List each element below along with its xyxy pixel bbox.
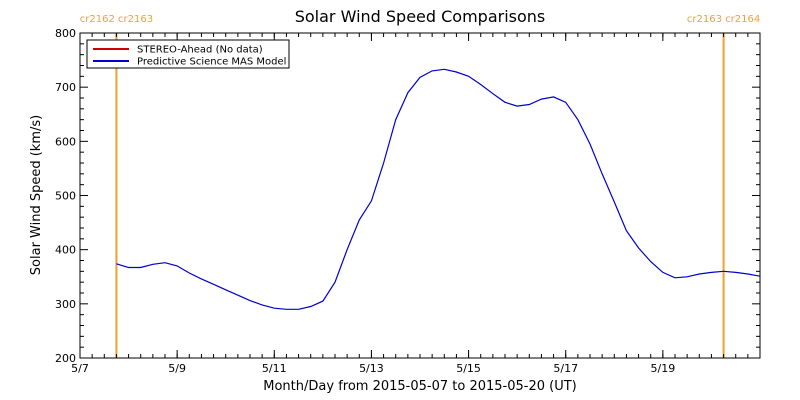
y-tick-label: 600 (55, 135, 76, 148)
y-tick-label: 800 (55, 27, 76, 40)
carrington-marker-label: cr2162 cr2163 (80, 14, 153, 25)
x-tick-label: 5/19 (651, 362, 676, 375)
legend-box (86, 39, 290, 69)
y-tick-label: 500 (55, 190, 76, 203)
series-line-1 (116, 68, 761, 310)
x-tick-label: 5/7 (71, 362, 89, 375)
chart-title: Solar Wind Speed Comparisons (295, 7, 546, 26)
x-tick-label: 5/15 (456, 362, 481, 375)
x-tick-label: 5/9 (168, 362, 186, 375)
plot-area: cr2162 cr2163 cr2163 cr2164 (80, 14, 760, 358)
y-tick-label: 700 (55, 81, 76, 94)
legend-label-0: STEREO-Ahead (No data) (137, 45, 263, 56)
plot-frame (79, 32, 761, 359)
y-tick-label: 400 (55, 244, 76, 257)
x-axis-label: Month/Day from 2015-05-07 to 2015-05-20 … (263, 379, 576, 394)
carrington-marker-label: cr2163 cr2164 (687, 14, 760, 25)
legend-label-1: Predictive Science MAS Model (137, 57, 286, 68)
axes: 200 300 400 500 600 700 800 5/7 5/9 5/11 5/13 5/15 5… (55, 27, 761, 375)
x-tick-label: 5/11 (262, 362, 287, 375)
x-tick-label: 5/13 (359, 362, 384, 375)
y-axis-label: Solar Wind Speed (km/s) (29, 115, 44, 275)
y-tick-label: 300 (55, 298, 76, 311)
y-tick-label: 200 (55, 352, 76, 365)
legend: STEREO-Ahead (No data)Predictive Science… (86, 39, 290, 69)
x-tick-label: 5/17 (553, 362, 578, 375)
